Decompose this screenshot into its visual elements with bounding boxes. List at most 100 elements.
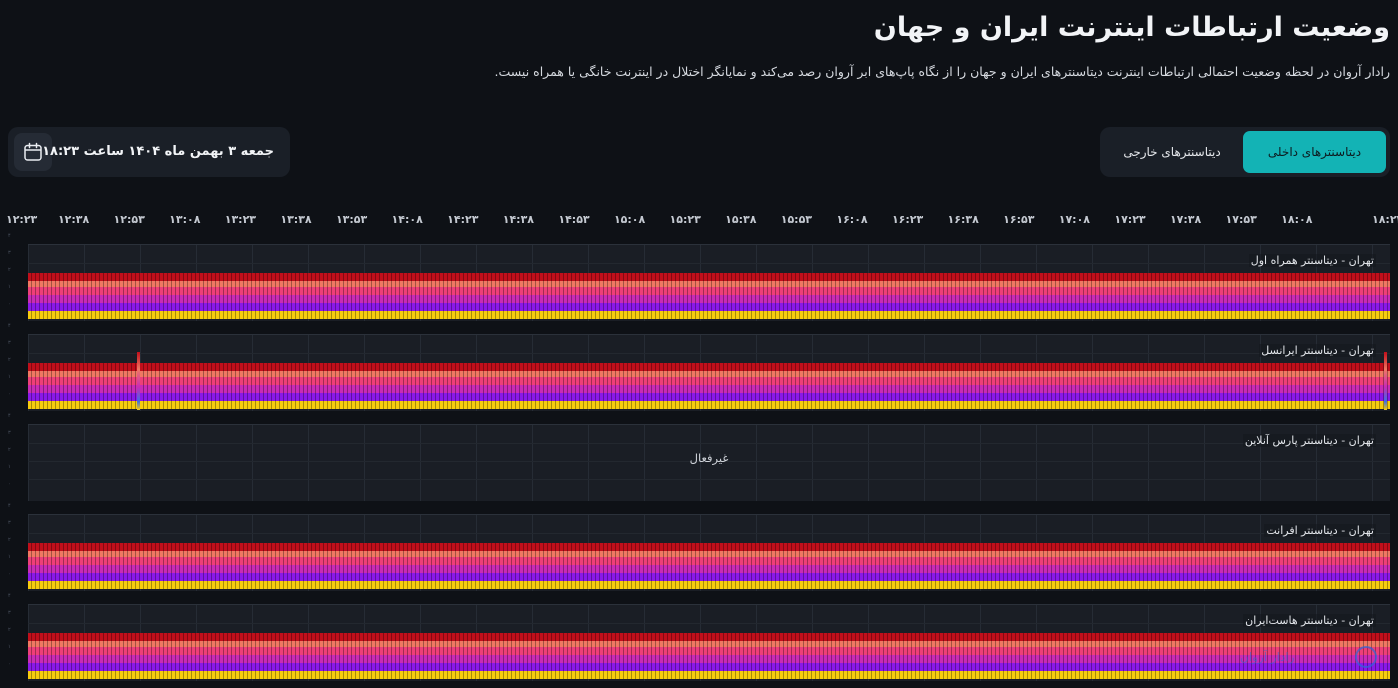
- panel-y-axis: ۴ ۳ ۲ ۱ ۰: [0, 234, 22, 320]
- time-axis-tick: ۱۷:۳۸: [1169, 213, 1202, 226]
- band-stripes: [28, 633, 1390, 679]
- grid-line: [588, 425, 589, 501]
- status-band: [28, 663, 1390, 671]
- panel-inactive-label: غیرفعال: [689, 451, 729, 465]
- status-bands: [28, 543, 1390, 589]
- status-band: [28, 655, 1390, 663]
- arvan-logo-icon: [1355, 646, 1377, 668]
- tab-domestic-datacenters[interactable]: دیتاسنترهای داخلی: [1243, 131, 1386, 173]
- status-band: [28, 371, 1390, 377]
- y-axis-tick: ۲: [8, 537, 11, 543]
- time-axis-tick: ۱۸:۲۳: [1372, 213, 1398, 226]
- status-band: [28, 311, 1390, 319]
- y-axis-tick: ۰: [8, 571, 11, 577]
- status-bands: [28, 273, 1390, 319]
- grid-line: [84, 425, 85, 501]
- grid-line: [140, 425, 141, 501]
- y-axis-tick: ۱: [8, 284, 11, 290]
- grid-line: [1036, 425, 1037, 501]
- status-band: [28, 401, 1390, 409]
- status-bands: [28, 633, 1390, 679]
- time-axis: ۱۲:۲۳ ۱۲:۳۸ ۱۲:۵۳ ۱۳:۰۸ ۱۳:۲۳ ۱۳:۳۸ ۱۳:۵۳ ۱۴:۰۸…: [0, 210, 1398, 234]
- datacenter-tabs: دیتاسنترهای داخلی دیتاسنترهای خارجی: [1100, 127, 1390, 177]
- grid-line: [980, 425, 981, 501]
- calendar-button[interactable]: [14, 133, 52, 171]
- panel-y-axis: ۴ ۳ ۲ ۱ ۰: [0, 324, 22, 410]
- time-axis-tick: ۱۶:۳۸: [947, 213, 979, 226]
- time-axis-tick: ۱۲:۵۳: [113, 213, 145, 226]
- status-band: [28, 295, 1390, 303]
- time-axis-tick: ۱۴:۳۸: [502, 213, 535, 226]
- datacenter-panel: غیرفعال تهران - دیتاسنتر پارس آنلاین: [28, 424, 1390, 501]
- datacenter-panel: تهران - دیتاسنتر هاست‌ایران: [28, 604, 1390, 681]
- grid-line: [1204, 425, 1205, 501]
- y-axis-tick: ۳: [8, 610, 11, 616]
- y-axis-tick: ۴: [8, 233, 11, 239]
- time-axis-tick: ۱۷:۵۳: [1225, 213, 1257, 226]
- watermark-text: رادار آروان: [1240, 650, 1295, 664]
- grid-line: [420, 425, 421, 501]
- status-band: [28, 303, 1390, 311]
- outage-spike: [1384, 352, 1387, 410]
- panel-label: تهران - دیتاسنتر پارس آنلاین: [1242, 434, 1376, 447]
- grid-line: [1316, 425, 1317, 501]
- grid-line: [812, 425, 813, 501]
- time-axis-tick: ۱۲:۲۳: [6, 213, 38, 226]
- grid-line: [28, 533, 1390, 534]
- date-picker[interactable]: جمعه ۳ بهمن ماه ۱۴۰۴ ساعت ۱۸:۲۳: [8, 127, 290, 177]
- page-title: وضعیت ارتباطات اینترنت ایران و جهان: [873, 12, 1390, 43]
- calendar-icon: [24, 142, 42, 161]
- time-axis-tick: ۱۵:۲۳: [669, 213, 701, 226]
- status-band: [28, 573, 1390, 581]
- status-band: [28, 671, 1390, 679]
- status-band: [28, 581, 1390, 589]
- time-axis-tick: ۱۴:۲۳: [447, 213, 479, 226]
- time-axis-tick: ۱۵:۰۸: [613, 213, 646, 226]
- grid-line: [28, 425, 29, 501]
- y-axis-tick: ۳: [8, 340, 11, 346]
- panel-label: تهران - دیتاسنتر افرانت: [1264, 524, 1376, 537]
- panel-y-axis: ۴ ۳ ۲ ۱ ۰: [0, 594, 22, 680]
- status-band: [28, 273, 1390, 281]
- band-stripes: [28, 543, 1390, 589]
- grid-line: [868, 425, 869, 501]
- grid-line: [28, 479, 1390, 480]
- y-axis-tick: ۳: [8, 430, 11, 436]
- panel-label: تهران - دیتاسنتر ایرانسل: [1259, 344, 1376, 357]
- time-axis-tick: ۱۳:۳۸: [280, 213, 312, 226]
- y-axis-tick: ۱: [8, 464, 11, 470]
- y-axis-tick: ۳: [8, 250, 11, 256]
- status-band: [28, 551, 1390, 557]
- time-axis-tick: ۱۳:۵۳: [335, 213, 368, 226]
- grid-line: [308, 425, 309, 501]
- status-band: [28, 557, 1390, 565]
- status-band: [28, 363, 1390, 371]
- tab-foreign-datacenters[interactable]: دیتاسنترهای خارجی: [1104, 131, 1240, 173]
- y-axis-tick: ۰: [8, 661, 11, 667]
- y-axis-tick: ۱: [8, 374, 11, 380]
- grid-line: [924, 425, 925, 501]
- y-axis-tick: ۴: [8, 593, 11, 599]
- y-axis-tick: ۱: [8, 644, 11, 650]
- status-band: [28, 647, 1390, 655]
- y-axis-tick: ۲: [8, 357, 11, 363]
- panel-label: تهران - دیتاسنتر هاست‌ایران: [1243, 614, 1376, 627]
- y-axis-tick: ۲: [8, 267, 11, 273]
- status-band: [28, 633, 1390, 641]
- y-axis-tick: ۱: [8, 554, 11, 560]
- grid-line: [28, 353, 1390, 354]
- grid-line: [756, 425, 757, 501]
- datacenter-panel: تهران - دیتاسنتر ایرانسل: [28, 334, 1390, 411]
- grid-line: [476, 425, 477, 501]
- grid-line: [252, 425, 253, 501]
- y-axis-tick: ۳: [8, 520, 11, 526]
- page-subtitle: رادار آروان در لحظه وضعیت احتمالی ارتباط…: [494, 64, 1390, 79]
- status-band: [28, 287, 1390, 295]
- time-axis-tick: ۱۶:۲۳: [891, 213, 924, 226]
- status-band: [28, 377, 1390, 385]
- band-stripes: [28, 273, 1390, 319]
- grid-line: [1260, 425, 1261, 501]
- status-band: [28, 641, 1390, 647]
- panel-label: تهران - دیتاسنتر همراه اول: [1248, 254, 1376, 267]
- grid-line: [700, 425, 701, 501]
